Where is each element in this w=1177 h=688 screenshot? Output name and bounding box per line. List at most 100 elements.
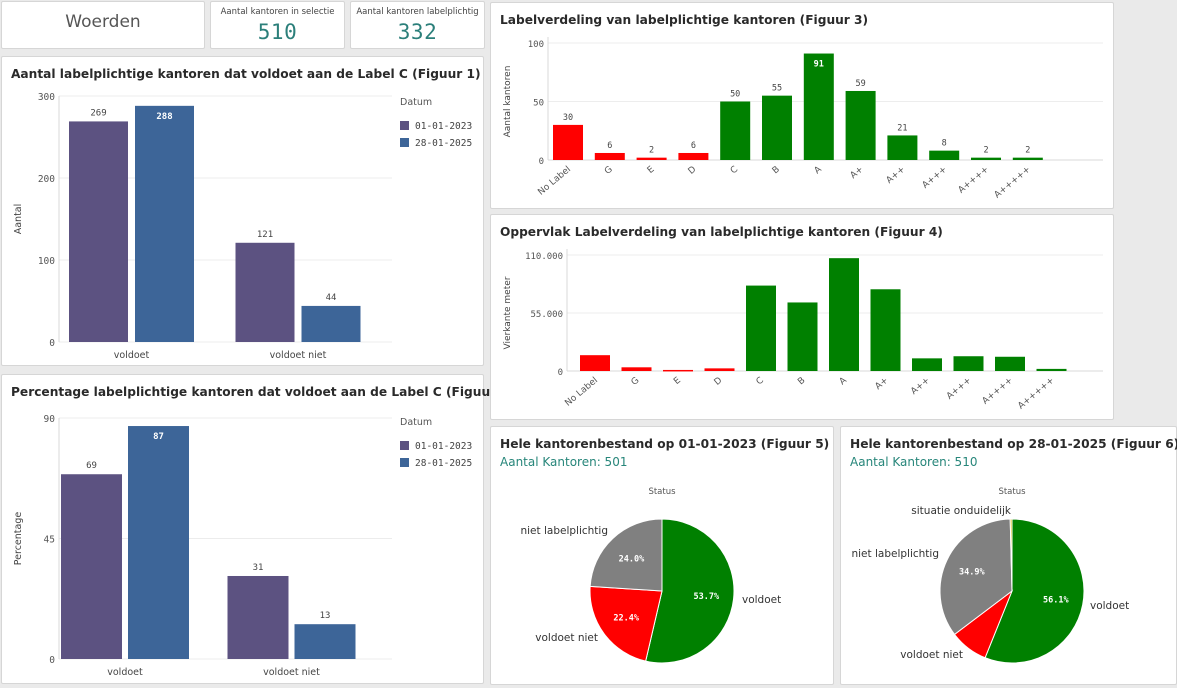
bar: [61, 474, 122, 659]
kpi-label: Aantal kantoren labelplichtig: [356, 7, 479, 17]
chart-title: Percentage labelplichtige kantoren dat v…: [11, 385, 515, 399]
data-label: 121: [257, 230, 273, 240]
bar: [762, 95, 792, 160]
data-label: 2: [649, 146, 654, 156]
legend-label: 01-01-2023: [415, 121, 472, 132]
y-tick-label: 90: [44, 414, 56, 425]
bar: [704, 368, 735, 371]
bar: [829, 258, 859, 371]
legend-title: Datum: [400, 417, 432, 428]
bar: [678, 152, 709, 160]
bar: [1012, 157, 1043, 160]
legend-swatch: [400, 458, 409, 467]
bar: [803, 53, 834, 160]
data-label: 30: [563, 113, 573, 123]
bar: [69, 121, 128, 342]
y-tick-label: 0: [49, 338, 55, 349]
slice-pct-label: 53.7%: [694, 592, 720, 602]
bar: [128, 426, 189, 659]
x-tick-label: G: [603, 165, 615, 177]
data-label: 44: [326, 293, 337, 303]
fig5-chart[interactable]: Status 53.7% voldoet 22.4% voldoet niet 24.0%…: [491, 427, 835, 686]
data-label: 87: [153, 432, 164, 442]
chart-title: Aantal labelplichtige kantoren dat voldo…: [11, 67, 481, 81]
pie-title: Status: [998, 487, 1026, 497]
legend-label: 28-01-2025: [415, 138, 472, 149]
x-tick-label: G: [630, 376, 642, 388]
data-label: 59: [855, 79, 865, 89]
bar: [636, 157, 667, 160]
data-label: 8: [942, 139, 947, 149]
fig2-chart[interactable]: 0 45 90 Percentage 69 87 voldoet 31 13 voldoet ni…: [2, 375, 485, 685]
slice-pct-label: 56.1%: [1043, 596, 1069, 606]
y-axis-label: Aantal: [13, 204, 24, 235]
y-tick-label: 0: [49, 655, 55, 666]
bar: [235, 242, 295, 342]
y-axis-label: Aantal kantoren: [503, 66, 513, 138]
pie-slice: [1009, 518, 1013, 592]
city-filter-box[interactable]: Woerden: [1, 1, 205, 49]
bar: [845, 90, 876, 160]
data-label: 2: [983, 146, 988, 156]
x-tick-label: E: [646, 164, 657, 176]
x-tick-label: A+: [874, 376, 891, 392]
pie-slice: [589, 585, 663, 662]
y-axis-label: Percentage: [13, 512, 24, 566]
slice-label: niet labelplichtig: [520, 525, 608, 537]
pie-slice: [589, 518, 663, 592]
slice-label: voldoet niet: [900, 649, 963, 661]
bar: [594, 152, 625, 160]
y-tick-label: 100: [38, 256, 55, 267]
x-tick-label: A++: [885, 165, 908, 186]
bar: [971, 157, 1001, 160]
data-label: 31: [253, 563, 264, 573]
x-tick-label: D: [687, 165, 699, 177]
chart-title: Hele kantorenbestand op 01-01-2023 (Figu…: [500, 437, 830, 451]
data-label: 269: [90, 108, 106, 118]
y-tick-label: 100: [528, 40, 544, 50]
city-filter-value: Woerden: [65, 12, 141, 32]
legend-title: Datum: [400, 97, 432, 108]
data-label: 50: [730, 90, 740, 100]
kpi-in-selectie: Aantal kantoren in selectie 510: [210, 1, 345, 49]
bar: [870, 289, 901, 371]
bar: [953, 356, 984, 371]
x-tick-label: E: [672, 375, 683, 387]
fig3-chart[interactable]: 0 50 100 Aantal kantoren 30 No Label 6 G 2 E 6 D 50 C…: [491, 3, 1115, 210]
fig4-chart[interactable]: 0 55.000 110.000 Vierkante meter No Label G E D…: [491, 215, 1115, 421]
bar: [553, 124, 583, 160]
x-tick-label: A+++++: [993, 165, 1033, 201]
fig6-chart[interactable]: Status 56.1% voldoet voldoet niet 34.9% niet …: [841, 427, 1177, 686]
x-tick-label: B: [771, 165, 782, 177]
slice-pct-label: 34.9%: [959, 568, 985, 578]
chart-title: Hele kantorenbestand op 28-01-2025 (Figu…: [850, 437, 1177, 451]
fig4-card: Oppervlak Labelverdeling van labelplicht…: [490, 214, 1114, 420]
data-label: 288: [156, 112, 172, 122]
fig2-card: Percentage labelplichtige kantoren dat v…: [1, 374, 514, 685]
bar: [720, 101, 751, 160]
x-tick-label: A+: [849, 165, 866, 181]
bar: [580, 355, 610, 371]
pie-slice: [984, 518, 1085, 664]
slice-label: niet labelplichtig: [851, 548, 939, 560]
data-label: 69: [86, 461, 97, 471]
fig1-chart[interactable]: 0 100 200 300 Aantal 269 288 voldoet 121 44 voldoe…: [2, 57, 485, 367]
legend-swatch: [400, 441, 409, 450]
x-tick-label: C: [729, 165, 740, 177]
data-label: 2: [1025, 146, 1030, 156]
kpi-labelplichtig: Aantal kantoren labelplichtig 332: [350, 1, 485, 49]
bar: [301, 305, 361, 342]
fig3-card: Labelverdeling van labelplichtige kantor…: [490, 2, 1114, 209]
x-tick-label: voldoet: [114, 350, 150, 361]
data-label: 13: [320, 611, 331, 621]
x-tick-label: voldoet: [107, 667, 143, 678]
slice-label: voldoet: [742, 594, 781, 606]
y-tick-label: 0: [558, 368, 563, 378]
bar: [663, 369, 693, 372]
data-label: 91: [814, 60, 824, 70]
pie-slice: [939, 518, 1013, 636]
bar: [621, 367, 652, 371]
legend-swatch: [400, 138, 409, 147]
pie-title: Status: [648, 487, 676, 497]
bar: [887, 135, 918, 160]
